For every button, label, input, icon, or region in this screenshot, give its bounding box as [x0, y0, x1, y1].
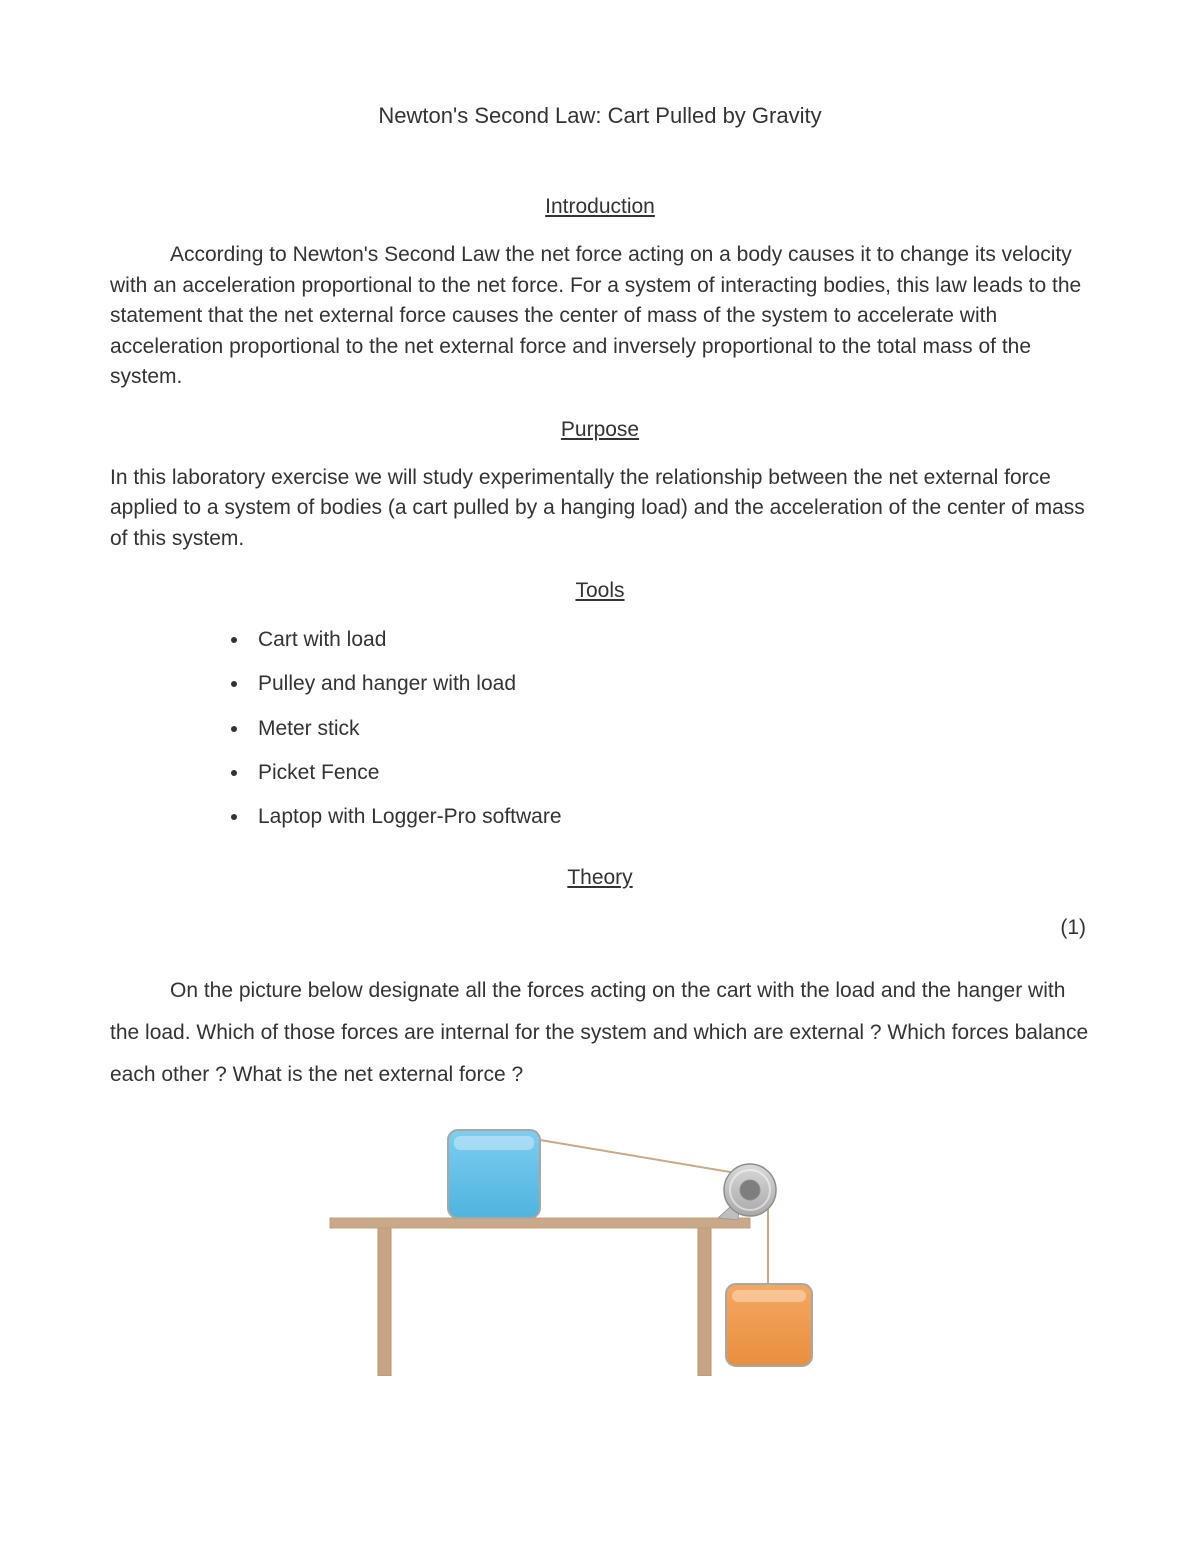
section-heading-purpose: Purpose [110, 415, 1090, 445]
section-heading-theory: Theory [110, 863, 1090, 893]
apparatus-svg [320, 1116, 880, 1376]
equation-number: (1) [110, 913, 1090, 943]
section-heading-introduction: Introduction [110, 192, 1090, 222]
tools-list-item: Cart with load [250, 625, 1090, 655]
tools-list-item: Laptop with Logger-Pro software [250, 802, 1090, 832]
apparatus-diagram [110, 1116, 1090, 1376]
purpose-text: In this laboratory exercise we will stud… [110, 463, 1090, 554]
tools-list-item: Pulley and hanger with load [250, 669, 1090, 699]
section-heading-tools: Tools [110, 576, 1090, 606]
introduction-text: According to Newton's Second Law the net… [110, 240, 1090, 392]
theory-text: On the picture below designate all the f… [110, 970, 1090, 1096]
document-title: Newton's Second Law: Cart Pulled by Grav… [110, 100, 1090, 132]
tools-list: Cart with load Pulley and hanger with lo… [250, 625, 1090, 833]
tools-list-item: Picket Fence [250, 758, 1090, 788]
tools-list-item: Meter stick [250, 714, 1090, 744]
